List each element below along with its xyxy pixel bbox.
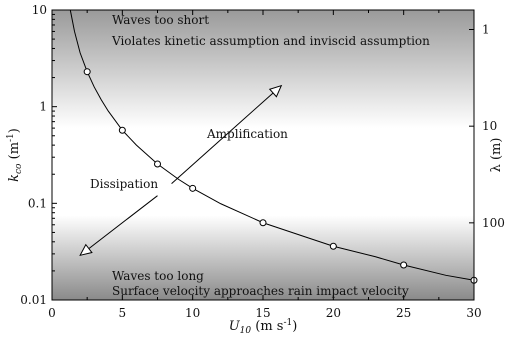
x-tick-label: 5	[119, 306, 127, 320]
annotation-dissipation: Dissipation	[90, 177, 158, 191]
data-point	[400, 261, 408, 269]
y-label-sup: -1	[6, 133, 16, 142]
y-tick-label: 1	[39, 100, 47, 114]
annotation-violates-assumption: Violates kinetic assumption and inviscid…	[111, 34, 430, 48]
amplification-arrow-shaft	[171, 92, 274, 184]
y-label-unit: (m	[7, 142, 22, 164]
data-points	[83, 68, 478, 284]
data-point	[329, 242, 337, 250]
data-point	[154, 160, 161, 168]
x-axis-ticks: 0 5 10 15 20 25 30	[48, 10, 482, 320]
x-axis-label: U10 (m s-1)	[229, 318, 298, 336]
x-label-var: U	[229, 319, 241, 334]
x-tick-label: 20	[326, 306, 341, 320]
data-point	[118, 126, 126, 134]
y2-tick-label: 10	[482, 119, 497, 133]
data-point	[259, 219, 267, 227]
x-tick-label: 10	[185, 306, 200, 320]
waves-too-short-band	[52, 10, 474, 129]
y2-axis-label: λ (m)	[489, 138, 504, 173]
y-label-close: )	[7, 128, 22, 133]
shaded-bands	[52, 10, 474, 300]
waves-too-long-band	[52, 215, 474, 300]
y2-tick-label: 100	[482, 216, 505, 230]
annotation-waves-too-long: Waves too long	[112, 269, 204, 283]
x-tick-label: 0	[48, 306, 56, 320]
x-label-unit: (m s	[251, 319, 283, 334]
annotation-amplification: Amplification	[206, 127, 288, 141]
annotation-surface-velocity: Surface velocity approaches rain impact …	[112, 284, 409, 298]
y-axis-ticks: 0.01 0.1 1 10	[20, 3, 57, 307]
y-label-var: k	[7, 174, 22, 182]
x-tick-label: 15	[255, 306, 270, 320]
dissipation-arrow-head	[79, 243, 93, 257]
x-tick-label: 30	[466, 306, 481, 320]
dissipation-arrow-shaft	[88, 195, 158, 249]
y-tick-label: 10	[32, 3, 47, 17]
y-tick-label: 0.1	[28, 196, 47, 210]
amplification-arrow-head	[268, 84, 283, 98]
annotation-waves-too-short: Waves too short	[112, 13, 209, 27]
x-label-close: )	[292, 319, 297, 334]
x-tick-label: 25	[396, 306, 411, 320]
x-label-sub: 10	[240, 326, 252, 336]
y-tick-label: 0.01	[20, 293, 47, 307]
data-point	[83, 68, 91, 76]
arrows-layer	[79, 84, 283, 257]
y2-axis-ticks: 1 10 100	[469, 23, 505, 230]
y-axis-label: kco (m-1)	[6, 128, 24, 182]
y-label-sub: co	[14, 163, 24, 174]
data-point	[189, 184, 197, 192]
x-label-sup: -1	[283, 318, 292, 328]
y2-tick-label: 1	[482, 23, 490, 37]
